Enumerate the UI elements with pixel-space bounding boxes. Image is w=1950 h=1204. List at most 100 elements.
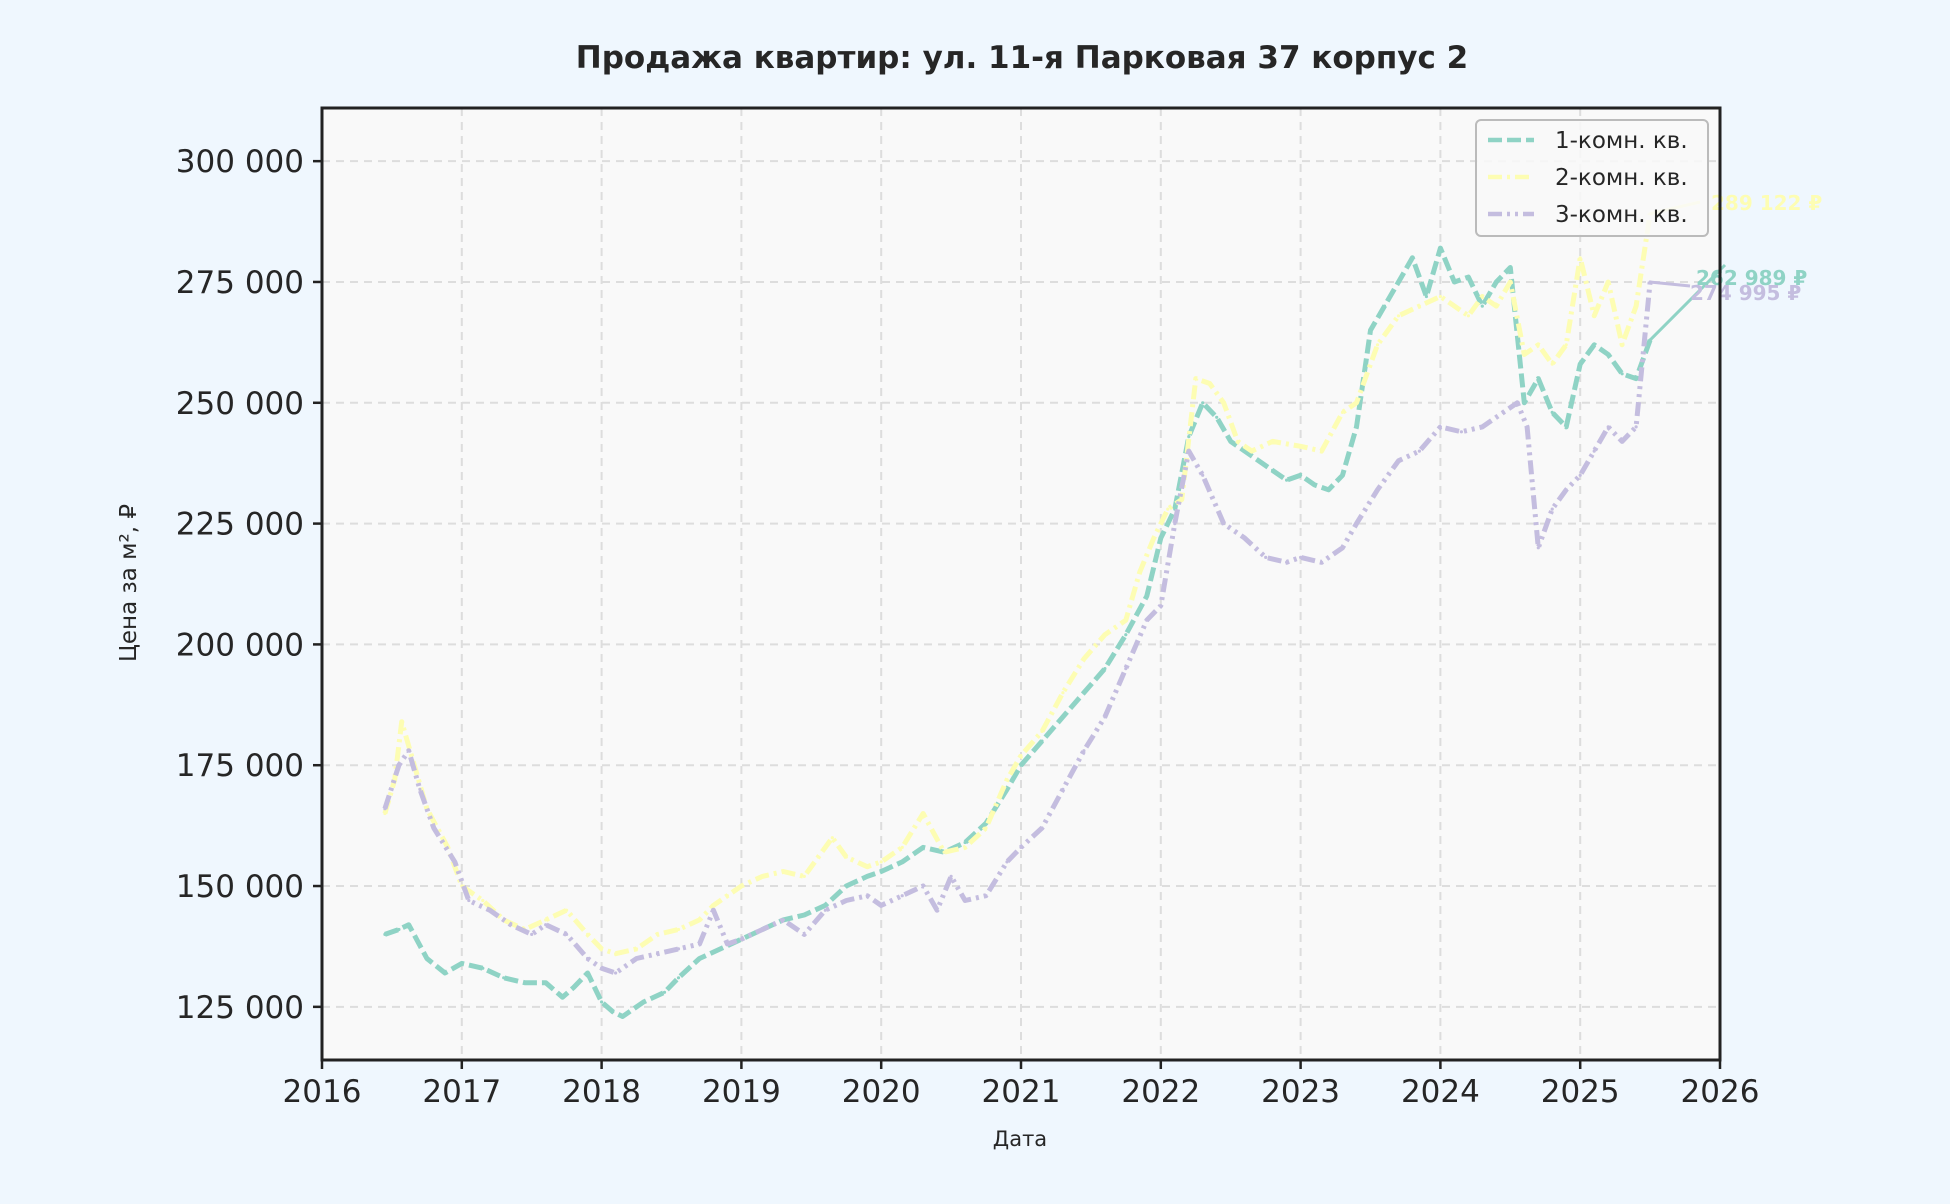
- data-point: [739, 884, 744, 888]
- data-point: [921, 811, 925, 816]
- data-point: [1019, 754, 1023, 758]
- data-point: [1375, 488, 1380, 492]
- data-point: [865, 874, 869, 879]
- data-point: [1466, 314, 1470, 318]
- data-point: [1145, 618, 1149, 622]
- data-point: [676, 976, 681, 980]
- data-point: [481, 898, 485, 903]
- data-point: [397, 927, 401, 932]
- data-point: [1354, 401, 1359, 405]
- data-point: [865, 865, 869, 869]
- data-point: [1222, 522, 1226, 526]
- y-tick-label: 225 000: [176, 507, 304, 543]
- data-point: [1438, 425, 1442, 429]
- data-point: [1375, 343, 1380, 347]
- data-point: [460, 961, 464, 966]
- data-point: [1285, 478, 1289, 482]
- last-value-label: 289 122 ₽: [1711, 191, 1822, 215]
- data-point: [1180, 497, 1184, 501]
- data-point: [560, 995, 565, 999]
- y-tick-label: 275 000: [176, 265, 304, 301]
- data-point: [600, 947, 604, 951]
- data-point: [1124, 618, 1128, 622]
- y-tick-label: 150 000: [176, 869, 304, 905]
- data-point: [1634, 304, 1638, 308]
- data-point: [879, 869, 883, 874]
- data-point: [1040, 826, 1044, 830]
- data-point: [963, 840, 967, 845]
- data-point: [900, 845, 904, 850]
- data-point: [586, 932, 590, 937]
- y-tick-label: 300 000: [176, 144, 304, 180]
- data-point: [830, 836, 834, 840]
- data-point: [1173, 522, 1177, 526]
- data-point: [1299, 555, 1303, 560]
- data-point: [697, 942, 702, 946]
- data-point: [725, 942, 730, 946]
- x-tick-label: 2022: [1121, 1074, 1200, 1110]
- data-point: [565, 932, 569, 937]
- data-point: [1620, 372, 1624, 376]
- x-tick-label: 2019: [702, 1074, 781, 1110]
- data-point: [1480, 425, 1484, 429]
- data-point: [921, 884, 925, 888]
- data-point: [697, 918, 702, 922]
- data-point: [1536, 546, 1540, 550]
- data-point: [1536, 343, 1540, 347]
- data-point: [984, 826, 988, 830]
- data-point: [1354, 522, 1359, 526]
- data-point: [1103, 633, 1107, 637]
- data-point: [879, 903, 883, 908]
- data-point: [1459, 430, 1463, 434]
- data-point: [1550, 507, 1554, 511]
- data-point: [1320, 449, 1324, 453]
- data-point: [676, 947, 681, 951]
- data-point: [1508, 265, 1512, 270]
- data-point: [1187, 435, 1191, 439]
- data-point: [634, 947, 639, 951]
- data-point: [1327, 488, 1331, 492]
- data-point: [1264, 555, 1268, 560]
- data-point: [1368, 328, 1373, 332]
- data-point: [634, 956, 639, 961]
- data-point: [1082, 657, 1086, 661]
- data-point: [1299, 473, 1303, 477]
- y-axis-ticks: 125 000 150 000 175 000 200 000 225 000 250 0…: [176, 144, 322, 1026]
- data-point: [1257, 459, 1261, 463]
- data-point: [823, 903, 827, 908]
- data-point: [1040, 739, 1044, 743]
- data-point: [697, 956, 702, 961]
- data-point: [586, 956, 590, 961]
- data-point: [544, 981, 548, 985]
- x-tick-label: 2018: [562, 1074, 641, 1110]
- data-point: [1152, 536, 1156, 540]
- data-point: [1313, 483, 1317, 487]
- data-point: [614, 971, 618, 975]
- data-point: [1236, 439, 1240, 443]
- y-tick-label: 250 000: [176, 386, 304, 422]
- data-point: [1578, 473, 1582, 477]
- data-point: [1592, 314, 1596, 318]
- y-tick-label: 175 000: [176, 748, 304, 784]
- legend: 1-комн. кв. 2-комн. кв. 3-комн. кв.: [1475, 119, 1709, 237]
- data-point: [802, 932, 806, 937]
- data-point: [565, 908, 569, 912]
- data-point: [1159, 536, 1163, 540]
- data-point: [662, 990, 667, 994]
- x-tick-label: 2016: [283, 1074, 362, 1110]
- data-point: [400, 720, 404, 724]
- data-point: [1536, 377, 1540, 381]
- data-point: [443, 971, 447, 975]
- data-point: [1522, 352, 1526, 357]
- data-point: [1243, 449, 1247, 453]
- data-point: [802, 913, 806, 917]
- data-point: [1019, 763, 1023, 767]
- data-point: [1215, 415, 1219, 419]
- data-point: [865, 894, 869, 898]
- data-point: [1564, 425, 1568, 429]
- x-axis-ticks: 2016 2017 2018 2019 2020 2021 2022 2023 2024 2025…: [283, 1060, 1759, 1110]
- data-point: [900, 894, 904, 898]
- data-point: [816, 855, 820, 859]
- data-point: [823, 908, 827, 912]
